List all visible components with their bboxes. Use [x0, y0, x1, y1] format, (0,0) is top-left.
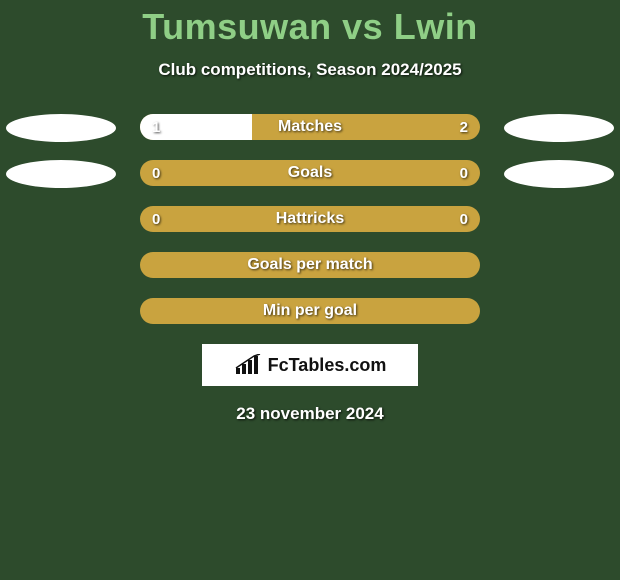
stat-label: Hattricks [140, 206, 480, 232]
stat-value-right: 2 [448, 114, 480, 140]
comparison-row: Goals per match [0, 252, 620, 280]
comparison-row: Hattricks0 0 [0, 206, 620, 234]
stat-bar: Hattricks0 0 [140, 206, 480, 232]
stat-value-left: 1 [140, 114, 172, 140]
player-left-badge [6, 114, 116, 142]
stat-bar: Goals per match [140, 252, 480, 278]
stat-value-right: 0 [448, 160, 480, 186]
date-text: 23 november 2024 [0, 404, 620, 424]
logo-box: FcTables.com [202, 344, 418, 386]
stat-value-right: 0 [448, 206, 480, 232]
logo-text: FcTables.com [268, 355, 387, 376]
page-title: Tumsuwan vs Lwin [0, 0, 620, 48]
stat-value-left: 0 [140, 206, 172, 232]
stat-label: Goals [140, 160, 480, 186]
stat-label: Goals per match [140, 252, 480, 278]
comparison-row: Matches1 2 [0, 114, 620, 142]
player-right-name: Lwin [394, 6, 478, 47]
stat-bar: Min per goal [140, 298, 480, 324]
player-left-name: Tumsuwan [142, 6, 331, 47]
stat-bar: Goals0 0 [140, 160, 480, 186]
stat-label: Min per goal [140, 298, 480, 324]
vs-text: vs [342, 6, 383, 47]
comparison-row: Goals0 0 [0, 160, 620, 188]
comparison-card: Tumsuwan vs Lwin Club competitions, Seas… [0, 0, 620, 580]
subtitle: Club competitions, Season 2024/2025 [0, 60, 620, 80]
comparison-rows: Matches12Goals00Hattricks00Goals per mat… [0, 114, 620, 326]
player-left-badge [6, 160, 116, 188]
player-right-badge [504, 114, 614, 142]
comparison-row: Min per goal [0, 298, 620, 326]
stat-value-left: 0 [140, 160, 172, 186]
player-right-badge [504, 160, 614, 188]
stat-label: Matches [140, 114, 480, 140]
stat-bar: Matches1 2 [140, 114, 480, 140]
fctables-icon [234, 354, 262, 376]
